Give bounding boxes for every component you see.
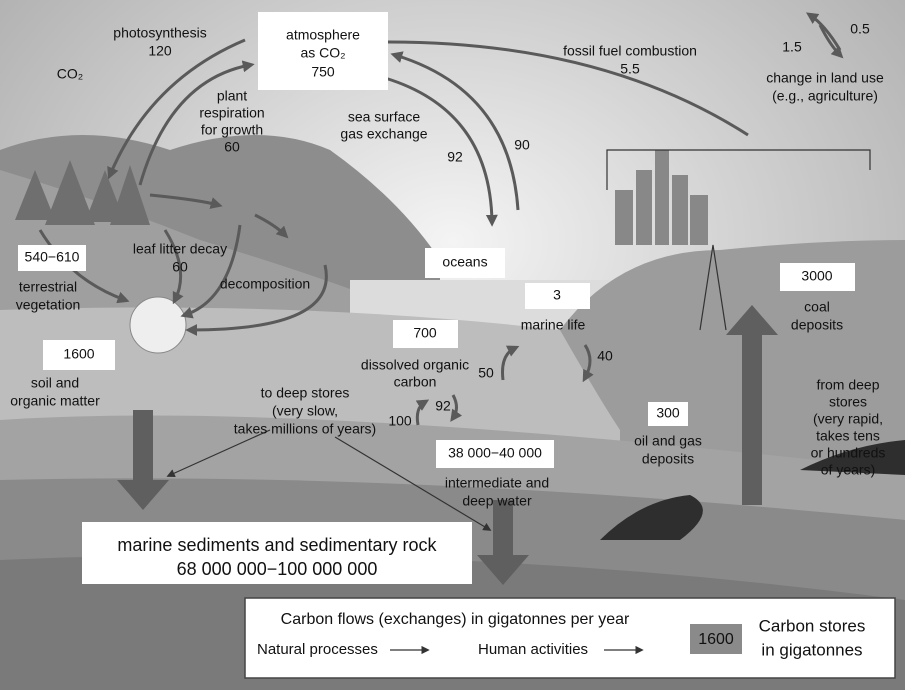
flow-value: 50 bbox=[478, 365, 494, 381]
flow-label: or hundreds bbox=[811, 445, 886, 461]
co2-label: CO₂ bbox=[57, 66, 83, 82]
store-value: 38 000−40 000 bbox=[448, 445, 542, 461]
flow-label: plant bbox=[217, 88, 247, 104]
atmosphere-value: 750 bbox=[311, 64, 335, 80]
flow-value: 60 bbox=[172, 259, 188, 275]
store-value: 540−610 bbox=[25, 249, 80, 265]
legend-title: Carbon flows (exchanges) in gigatonnes p… bbox=[281, 611, 630, 628]
flow-label: sea surface bbox=[348, 109, 421, 125]
flow-value: 92 bbox=[447, 149, 463, 165]
store-label: organic matter bbox=[10, 393, 100, 409]
legend-natural: Natural processes bbox=[257, 641, 378, 658]
flow-label: fossil fuel combustion bbox=[563, 43, 697, 59]
legend-store-sample: 1600 bbox=[698, 631, 734, 648]
flow-label: photosynthesis bbox=[113, 25, 206, 41]
legend-stores-label: Carbon stores bbox=[759, 616, 866, 635]
store-value: 3000 bbox=[801, 268, 832, 284]
flow-label: from deep bbox=[816, 377, 879, 393]
flow-value: 100 bbox=[388, 413, 412, 429]
store-label: deep water bbox=[462, 493, 532, 509]
flow-label: to deep stores bbox=[261, 385, 350, 401]
store-label: marine life bbox=[521, 317, 586, 333]
flow-label: (very slow, bbox=[272, 403, 338, 419]
flow-label: respiration bbox=[199, 105, 264, 121]
legend: Carbon flows (exchanges) in gigatonnes p… bbox=[245, 598, 895, 678]
store-value: 300 bbox=[656, 405, 680, 421]
store-label: carbon bbox=[394, 374, 437, 390]
store-label: intermediate and bbox=[445, 475, 549, 491]
store-label: terrestrial bbox=[19, 279, 77, 295]
atmosphere-label: atmosphere bbox=[286, 27, 360, 43]
legend-stores-label: in gigatonnes bbox=[761, 640, 862, 659]
flow-label: gas exchange bbox=[340, 126, 427, 142]
store-label: marine sediments and sedimentary rock bbox=[117, 535, 437, 555]
flow-value: 5.5 bbox=[620, 61, 640, 77]
flow-label: (e.g., agriculture) bbox=[772, 88, 878, 104]
store-label: oceans bbox=[442, 254, 487, 270]
store-value: 3 bbox=[553, 287, 561, 303]
flow-label: (very rapid, bbox=[813, 411, 883, 427]
store-label: vegetation bbox=[16, 297, 81, 313]
store-label: coal bbox=[804, 299, 830, 315]
flow-value: 60 bbox=[224, 139, 240, 155]
atmosphere-label: as CO₂ bbox=[300, 45, 345, 61]
store-label: soil and bbox=[31, 375, 79, 391]
flow-value: 1.5 bbox=[782, 39, 802, 55]
store-label: deposits bbox=[642, 451, 694, 467]
legend-human: Human activities bbox=[478, 641, 588, 658]
store-value: 1600 bbox=[63, 346, 94, 362]
flow-label: takes tens bbox=[816, 428, 880, 444]
store-label: dissolved organic bbox=[361, 357, 469, 373]
page: atmosphere as CO₂ 750 photosynthesis 120… bbox=[0, 0, 905, 690]
store-label: deposits bbox=[791, 317, 843, 333]
flow-value: 40 bbox=[597, 348, 613, 364]
flow-label: decomposition bbox=[220, 276, 310, 292]
flow-value: 0.5 bbox=[850, 21, 870, 37]
store-label: oil and gas bbox=[634, 433, 702, 449]
flow-label: leaf litter decay bbox=[133, 241, 227, 257]
flow-value: 120 bbox=[148, 43, 172, 59]
store-value: 700 bbox=[413, 325, 437, 341]
flow-label: for growth bbox=[201, 122, 263, 138]
store-value: 68 000 000−100 000 000 bbox=[177, 559, 378, 579]
flow-label: takes millions of years) bbox=[234, 421, 376, 437]
carbon-cycle-diagram: atmosphere as CO₂ 750 photosynthesis 120… bbox=[0, 0, 905, 690]
flow-label: stores bbox=[829, 394, 867, 410]
flow-value: 90 bbox=[514, 137, 530, 153]
flow-label: change in land use bbox=[766, 70, 884, 86]
flow-label: of years) bbox=[821, 462, 875, 478]
flow-value: 92 bbox=[435, 398, 451, 414]
